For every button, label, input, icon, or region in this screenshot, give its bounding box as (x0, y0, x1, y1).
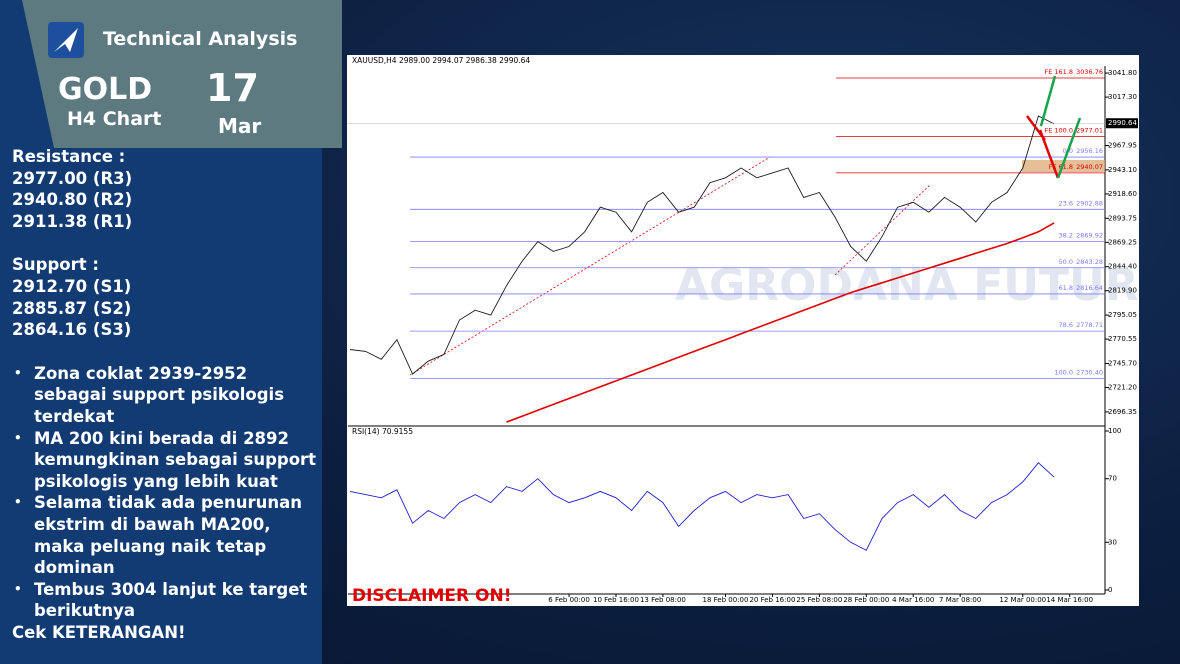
chart-background (347, 55, 1139, 606)
x-tick-label: 4 Mar 16:00 (892, 596, 934, 604)
arrow-up (1056, 117, 1082, 179)
y-tick-label: 100 (1108, 427, 1121, 435)
plot: 3041.80 3017.30 2967.95 2943.10 2918.60 2893.… (348, 68, 1138, 604)
fib-value: 2956.16 (1076, 147, 1103, 155)
fib-ratio: 61.8 (1059, 284, 1073, 292)
y-tick-label: 3041.80 (1108, 69, 1137, 77)
y-tick-label: 70 (1108, 475, 1117, 483)
fib-value: 2816.64 (1076, 284, 1103, 292)
x-tick-label: 14 Mar 16:00 (1046, 596, 1093, 604)
y-tick-label: 2795.05 (1108, 311, 1137, 319)
y-tick-label: 2696.35 (1108, 408, 1137, 416)
fib-ratio: FE 100.0 (1044, 127, 1073, 135)
resistance-level: 2911.38 (R1) (12, 211, 133, 231)
date-day: 17 (206, 66, 259, 110)
y-tick-label: 2943.10 (1108, 166, 1137, 174)
fib-value: 2778.71 (1076, 321, 1103, 329)
note: Zona coklat 2939-2952 sebagai support ps… (14, 363, 317, 428)
fib-ratio: FE 161.8 (1044, 68, 1073, 76)
resistance-level: 2977.00 (R3) (12, 168, 133, 188)
support-heading: Support : (12, 255, 99, 275)
y-tick-label: 2745.70 (1108, 359, 1137, 367)
x-tick-label: 7 Mar 08:00 (939, 596, 981, 604)
note: Selama tidak ada penurunan ekstrim di ba… (14, 492, 317, 578)
fib-value: 3036.76 (1076, 68, 1103, 76)
y-tick-label: 2721.20 (1108, 384, 1137, 392)
y-tick-label: 2844.40 (1108, 263, 1137, 271)
fib-value: 2730.40 (1076, 369, 1103, 377)
symbol: GOLD (58, 72, 153, 107)
x-tick-label: 13 Feb 08:00 (640, 596, 686, 604)
last-price-box (1106, 118, 1138, 129)
y-tick-label: 2819.90 (1108, 287, 1137, 295)
footer: Cek KETERANGAN! (12, 622, 186, 642)
last-price-label: 2990.64 (1108, 119, 1137, 127)
watermark: AGRODANA FUTURES (675, 260, 1139, 311)
chart-header: XAUUSD,H4 2989.00 2994.07 2986.38 2990.6… (352, 56, 530, 65)
x-tick-label: 18 Feb 00:00 (703, 596, 749, 604)
fib-value: 2843.28 (1076, 258, 1103, 266)
date-month: Mar (218, 114, 262, 138)
analysis-text: Resistance : 2977.00 (R3) 2940.80 (R2) 2… (12, 146, 317, 643)
note: Tembus 3004 lanjut ke target berikutnya (14, 579, 317, 622)
resistance-heading: Resistance : (12, 147, 126, 166)
fib-value: 2940.07 (1076, 163, 1103, 171)
x-tick-label: 12 Mar 00:00 (999, 596, 1046, 604)
x-tick-label: 20 Feb 16:00 (749, 596, 795, 604)
series-line (349, 115, 1055, 375)
y-tick-label: 2770.55 (1108, 335, 1137, 343)
y-tick-label: 30 (1108, 538, 1117, 546)
logo (48, 22, 84, 58)
trendline (834, 184, 931, 276)
notes: Zona coklat 2939-2952 sebagai support ps… (12, 363, 317, 622)
y-tick-label: 2967.95 (1108, 141, 1137, 149)
y-tick-label: 0 (1108, 586, 1112, 594)
disclaimer: DISCLAIMER ON! (352, 586, 511, 606)
fib-value: 2869.92 (1076, 232, 1103, 240)
arrow-up (1039, 75, 1057, 127)
x-tick-label: 25 Feb 08:00 (796, 596, 842, 604)
y-tick-label: 3017.30 (1108, 93, 1137, 101)
fib-value: 2977.01 (1076, 127, 1103, 135)
support-level: 2912.70 (S1) (12, 276, 132, 296)
arrow-down (1038, 129, 1060, 179)
x-tick-label: 6 Feb 00:00 (548, 596, 589, 604)
series-line (506, 222, 1055, 423)
y-tick-label: 2918.60 (1108, 190, 1137, 198)
chart: AGRODANA FUTURES 3041.80 3017.30 2967.95 29… (347, 55, 1139, 606)
x-tick-label: 10 Feb 16:00 (593, 596, 639, 604)
fib-ratio: 100.0 (1054, 369, 1073, 377)
y-tick-label: 2893.75 (1108, 214, 1137, 222)
fib-ratio: 78.6 (1059, 321, 1073, 329)
fib-ratio: 50.0 (1059, 258, 1073, 266)
support-level: 2885.87 (S2) (12, 298, 132, 318)
support-level: 2864.16 (S3) (12, 320, 132, 340)
panel-title: Technical Analysis (103, 28, 298, 50)
note: MA 200 kini berada di 2892 kemungkinan s… (14, 428, 317, 493)
x-tick-label: 28 Feb 00:00 (843, 596, 889, 604)
resistance-level: 2940.80 (R2) (12, 190, 133, 210)
fib-ratio: 23.6 (1059, 199, 1073, 207)
timeframe: H4 Chart (67, 108, 162, 130)
fib-value: 2902.88 (1076, 199, 1103, 207)
series-line (349, 462, 1055, 551)
y-tick-label: 2869.25 (1108, 238, 1137, 246)
fib-ratio: 38.2 (1059, 232, 1073, 240)
rsi-header: RSI(14) 70.9155 (352, 427, 413, 436)
